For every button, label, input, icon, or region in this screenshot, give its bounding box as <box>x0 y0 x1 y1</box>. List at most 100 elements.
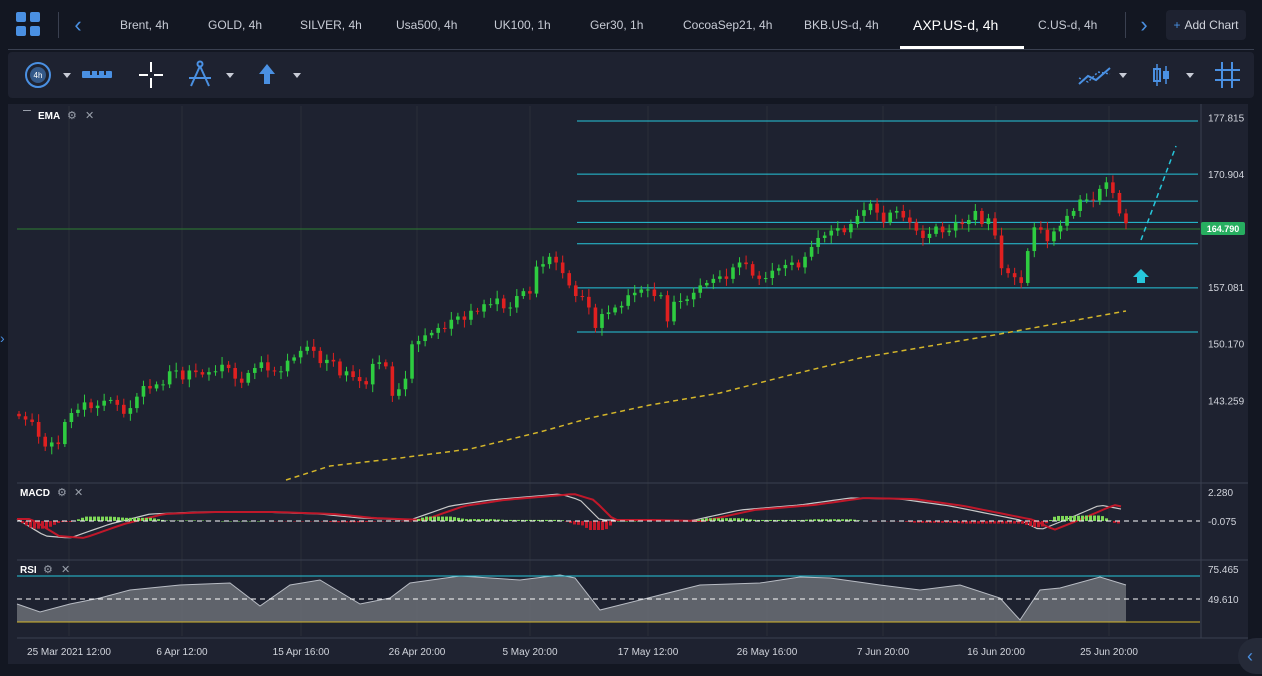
candle <box>161 379 165 391</box>
macd-histogram-bar <box>421 517 424 521</box>
macd-histogram-bar <box>125 517 128 521</box>
macd-histogram-bar <box>1073 515 1076 521</box>
candle <box>449 311 454 336</box>
macd-histogram-bar <box>329 521 332 522</box>
macd-histogram-bar <box>337 521 340 523</box>
candle <box>1084 193 1089 204</box>
ruler-tool[interactable] <box>78 52 118 98</box>
candle <box>180 366 185 384</box>
macd-histogram-bar <box>1089 515 1092 521</box>
macd-histogram-bar <box>569 521 572 524</box>
chevron-right-icon[interactable]: › <box>0 330 5 346</box>
tab-1[interactable]: Brent, 4h <box>120 18 169 32</box>
chevron-left-icon[interactable]: ‹ <box>1238 638 1262 674</box>
candle <box>986 213 991 231</box>
candle <box>89 398 93 413</box>
tab-2[interactable]: GOLD, 4h <box>208 18 263 32</box>
drawing-tools[interactable] <box>184 52 240 98</box>
gear-icon[interactable]: ⚙ <box>57 487 67 499</box>
candle <box>796 259 801 271</box>
macd-histogram-bar <box>557 519 560 521</box>
time-tick: 5 May 20:00 <box>502 647 557 658</box>
candle <box>783 259 788 276</box>
arrow-tool[interactable] <box>254 52 302 98</box>
macd-histogram-bar <box>937 521 940 523</box>
macd-histogram-bar <box>745 518 748 521</box>
macd-histogram-bar <box>1009 521 1012 524</box>
candle <box>102 393 106 411</box>
add-chart-button[interactable]: + Add Chart <box>1166 10 1246 40</box>
tab-4[interactable]: Usa500, 4h <box>396 18 458 32</box>
crosshair-tool[interactable] <box>136 52 166 98</box>
candle <box>639 285 644 298</box>
macd-histogram-bar <box>725 518 728 521</box>
chart-area[interactable] <box>8 104 1248 664</box>
macd-histogram-bar <box>769 519 772 521</box>
macd-histogram-bar <box>465 519 468 521</box>
close-icon[interactable]: ✕ <box>74 487 84 499</box>
tab-3[interactable]: SILVER, 4h <box>300 18 362 32</box>
candle <box>246 370 251 386</box>
ema-line <box>285 310 1127 481</box>
candle <box>501 294 506 313</box>
candle <box>770 262 775 285</box>
macd-histogram-bar <box>1001 521 1004 524</box>
gear-icon[interactable]: ⚙ <box>43 564 53 576</box>
timeframe-selector[interactable]: 4h <box>16 52 72 98</box>
tab-9[interactable]: AXP.US-d, 4h <box>913 17 999 33</box>
macd-histogram-bar <box>953 521 956 523</box>
macd-histogram-bar <box>925 521 928 523</box>
macd-histogram-bar <box>773 519 776 521</box>
tab-7[interactable]: CocoaSep21, 4h <box>683 18 773 32</box>
candle <box>816 230 820 254</box>
candle <box>292 354 296 364</box>
chevron-down-icon <box>293 73 301 78</box>
candle <box>718 270 722 283</box>
tab-8[interactable]: BKB.US-d, 4h <box>804 18 879 32</box>
macd-histogram-bar <box>69 521 72 523</box>
chevron-right-icon[interactable]: › <box>1140 12 1148 37</box>
close-icon[interactable]: ✕ <box>61 564 71 576</box>
candle <box>875 198 879 221</box>
tab-5[interactable]: UK100, 1h <box>494 18 551 32</box>
macd-histogram-bar <box>573 521 576 525</box>
macd-histogram-bar <box>457 517 460 521</box>
macd-histogram-bar <box>477 519 480 521</box>
candle <box>515 289 519 313</box>
candle <box>803 252 807 274</box>
candle <box>560 255 565 279</box>
macd-tick: 2.280 <box>1208 488 1233 499</box>
candle <box>56 435 61 450</box>
indicators-button[interactable] <box>1076 52 1128 98</box>
candle <box>220 356 224 379</box>
macd-histogram-bar <box>945 521 948 523</box>
macd-histogram-bar <box>149 517 152 521</box>
macd-histogram-bar <box>929 521 932 523</box>
tab-10[interactable]: C.US-d, 4h <box>1038 18 1098 32</box>
candle <box>862 202 866 223</box>
chart-type-selector[interactable] <box>1148 52 1194 98</box>
tab-6[interactable]: Ger30, 1h <box>590 18 644 32</box>
grid-icon[interactable] <box>16 12 42 38</box>
macd-histogram-bar <box>37 521 40 529</box>
candle <box>541 256 545 274</box>
forecast-dashed-line <box>1140 145 1177 241</box>
macd-histogram-bar <box>221 521 224 522</box>
candle <box>285 353 290 377</box>
candle <box>436 323 441 339</box>
crosshair-icon <box>139 62 163 88</box>
macd-histogram-bar <box>801 519 804 521</box>
gear-icon[interactable]: ⚙ <box>67 110 77 122</box>
candle <box>809 240 814 261</box>
macd-histogram-bar <box>461 518 464 521</box>
macd-histogram-bar <box>349 521 352 523</box>
ema-collapse-icon[interactable] <box>23 110 31 111</box>
candle <box>135 392 139 413</box>
chevron-left-icon[interactable]: ‹ <box>74 12 82 37</box>
candle <box>423 328 427 347</box>
grid-toggle[interactable] <box>1212 52 1244 98</box>
close-icon[interactable]: ✕ <box>85 110 95 122</box>
candle <box>613 304 617 316</box>
candle <box>587 289 591 315</box>
